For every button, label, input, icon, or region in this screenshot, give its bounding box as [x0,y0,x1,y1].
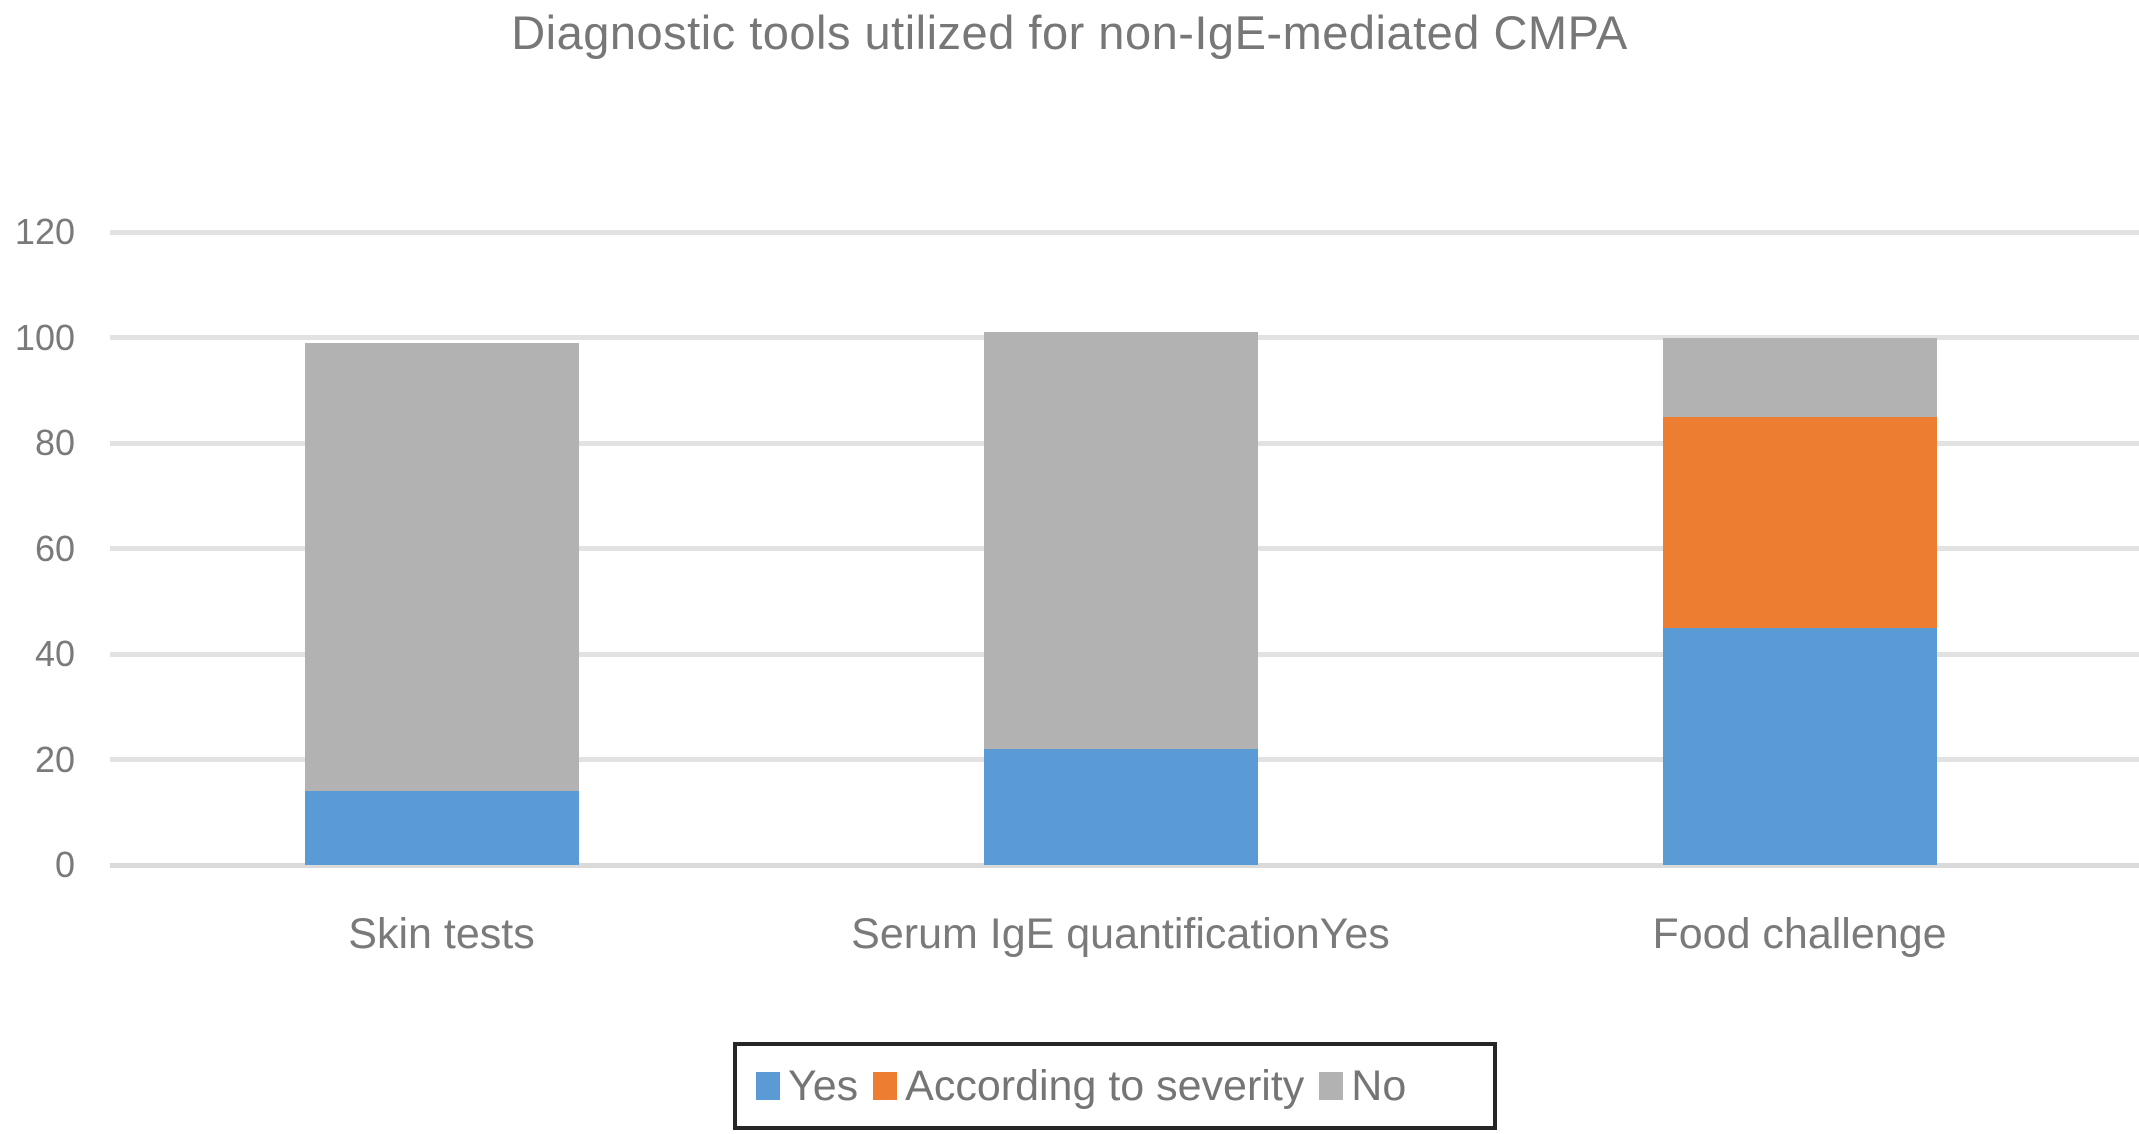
legend-label: According to severity [905,1062,1305,1110]
y-tick-label: 80 [34,422,75,463]
legend-label: Yes [788,1062,859,1110]
bar-segment-no-1 [304,342,579,792]
y-tick-label: 0 [54,844,75,885]
x-axis-line [110,862,2139,868]
chart-title: Diagnostic tools utilized for non-IgE-me… [511,6,1628,59]
bar-segment-yes-2 [983,748,1258,865]
bar-segment-according-to-severity-3 [1662,416,1937,628]
x-category-label: Serum IgE quantificationYes [851,910,1390,958]
legend-items: Yes According to severity No [756,1060,1421,1112]
bar-segment-yes-1 [304,791,579,865]
bar-segment-no-3 [1662,337,1937,417]
legend-item-according-to-severity: According to severity [873,1060,1304,1112]
legend-label: No [1351,1062,1407,1110]
legend-item-no: No [1319,1060,1406,1112]
y-tick-label: 40 [34,633,75,674]
legend-swatch-icon [873,1072,898,1100]
x-category-label: Skin tests [348,910,535,958]
legend-item-yes: Yes [756,1060,858,1112]
legend: Yes According to severity No [733,1042,1497,1130]
y-tick-label: 120 [14,211,75,252]
bar-segment-no-2 [983,332,1258,749]
bar-segment-yes-3 [1662,627,1937,865]
y-tick-label: 60 [34,527,75,569]
y-tick-label: 20 [34,738,75,780]
legend-swatch-icon [1319,1072,1344,1100]
x-category-label: Food challenge [1652,910,1947,958]
y-tick-label: 100 [14,316,75,358]
gridline [110,229,2139,235]
legend-swatch-icon [756,1072,780,1100]
